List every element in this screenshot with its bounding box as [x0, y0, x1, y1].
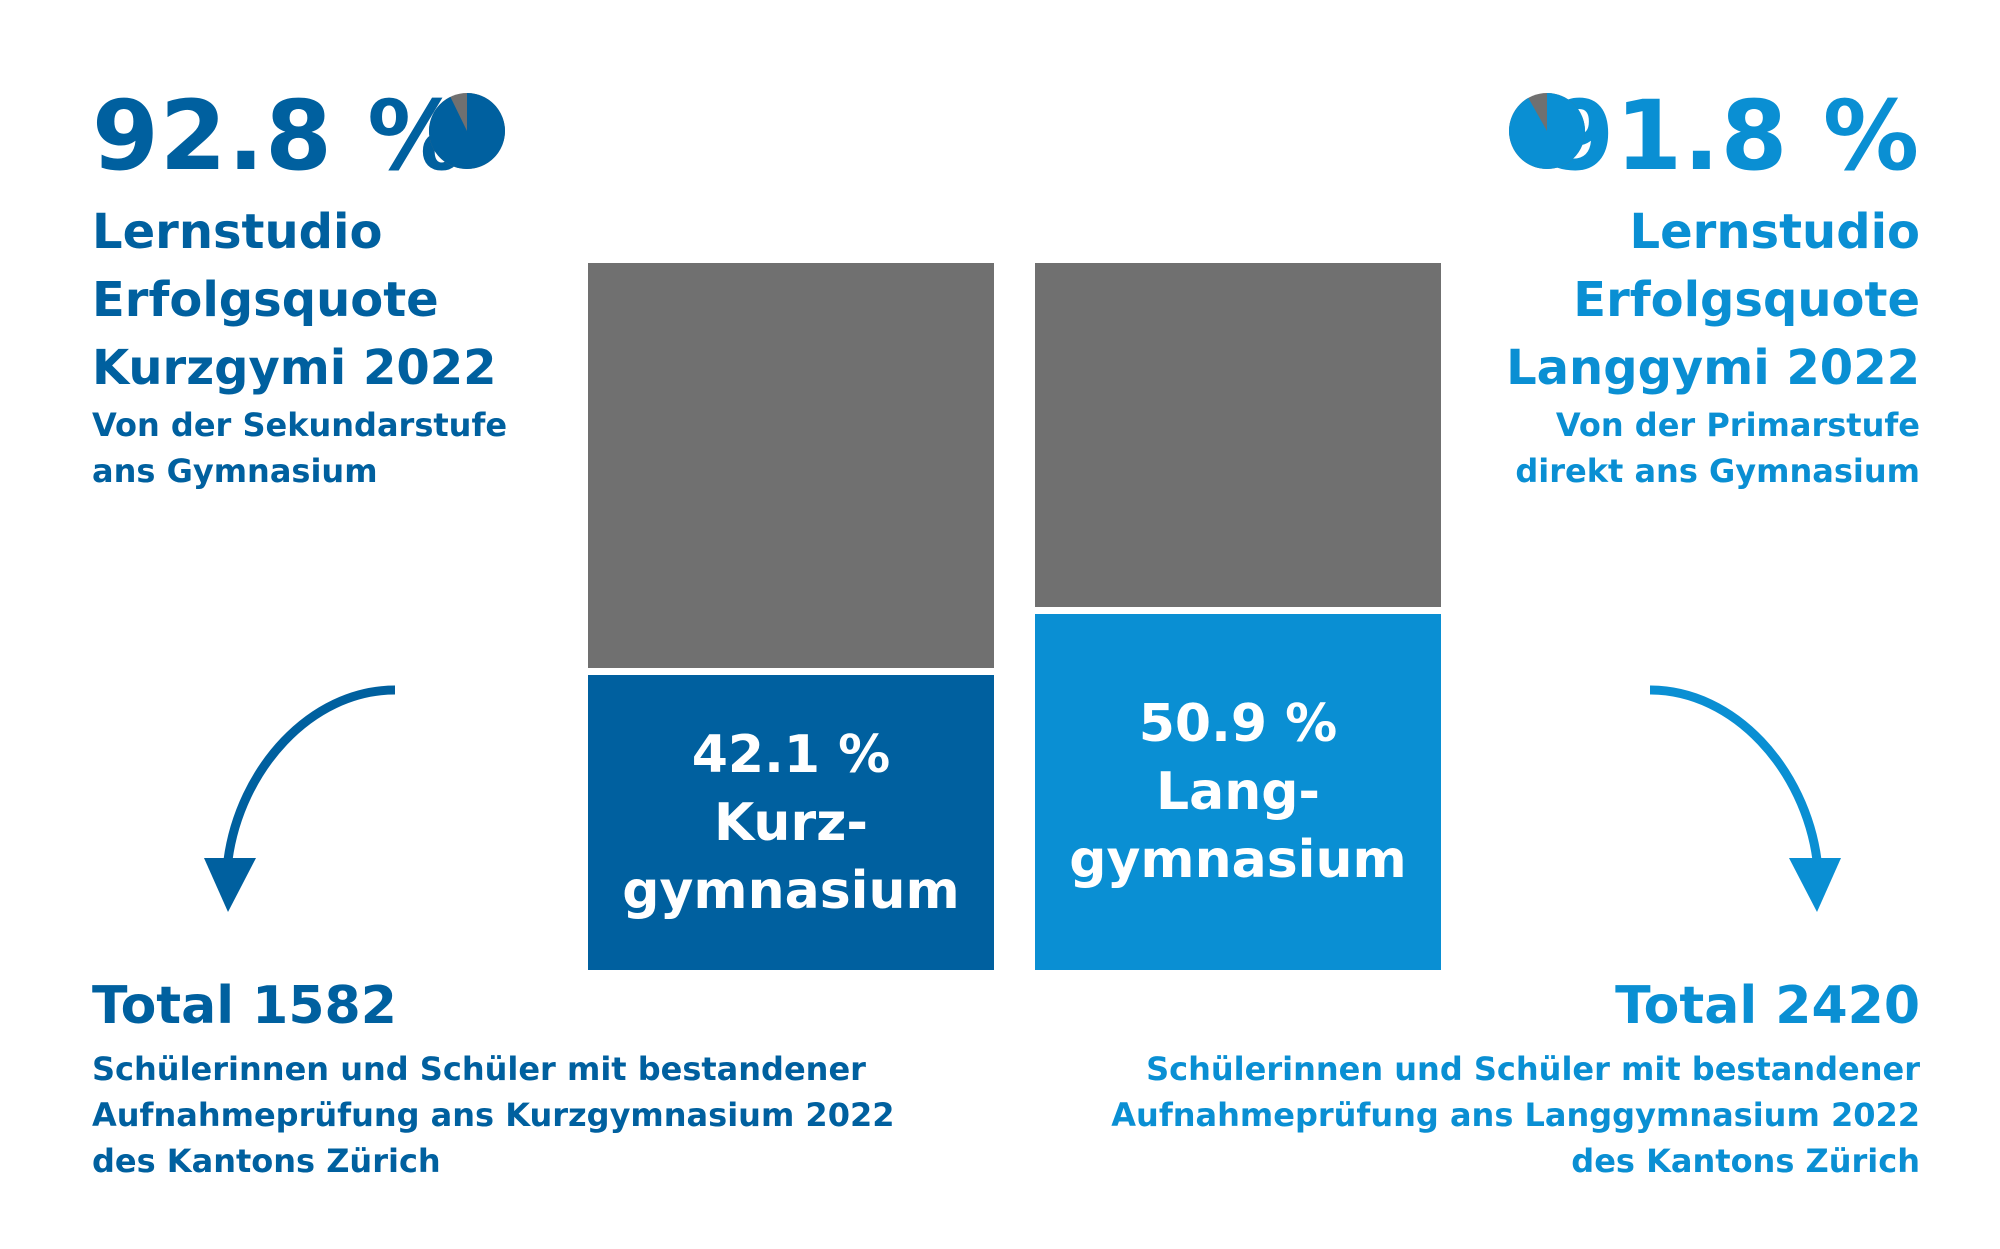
left-description-line-3: des Kantons Zürich — [92, 1142, 441, 1180]
bar-langgymnasium-value: 50.9 % — [1138, 693, 1338, 754]
right-heading-line-3: Langgymi 2022 — [1506, 340, 1920, 396]
left-heading-line-3: Kurzgymi 2022 — [92, 340, 497, 396]
right-heading-line-1: Lernstudio — [1629, 204, 1920, 260]
bar-kurzgymnasium-remainder — [588, 263, 994, 669]
right-heading-line-2: Erfolgsquote — [1573, 272, 1920, 328]
left-subtitle: Von der Sekundarstufe ans Gymnasium — [92, 402, 507, 494]
right-heading: Lernstudio Erfolgsquote Langgymi 2022 — [1506, 198, 1920, 402]
left-subtitle-line-1: Von der Sekundarstufe — [92, 406, 508, 444]
right-subtitle: Von der Primarstufe direkt ans Gymnasium — [1506, 402, 1920, 494]
right-success-rate: 91.8 % — [1547, 80, 1920, 192]
bar-kurzgymnasium-name-line-1: Kurz- — [714, 792, 868, 853]
left-heading: Lernstudio Erfolgsquote Kurzgymi 2022 — [92, 198, 507, 402]
right-total: Total 2420 — [1615, 976, 1920, 1036]
right-description-line-2: Aufnahmeprüfung ans Langgymnasium 2022 — [1111, 1096, 1920, 1134]
right-info-block: 91.8 % Lernstudio Erfolgsquote Langgymi … — [1506, 88, 1920, 494]
left-heading-line-2: Erfolgsquote — [92, 272, 439, 328]
bar-kurzgymnasium: 42.1 % Kurz- gymnasium — [588, 675, 994, 970]
right-curved-arrow-icon — [1649, 685, 1841, 912]
right-total-block: Total 2420 Schülerinnen und Schüler mit … — [1111, 980, 1920, 1184]
left-description-line-2: Aufnahmeprüfung ans Kurzgymnasium 2022 — [92, 1096, 895, 1134]
left-description: Schülerinnen und Schüler mit bestandener… — [92, 1046, 894, 1184]
right-description-line-1: Schülerinnen und Schüler mit bestandener — [1146, 1050, 1920, 1088]
left-description-line-1: Schülerinnen und Schüler mit bestandener — [92, 1050, 866, 1088]
left-heading-line-1: Lernstudio — [92, 204, 383, 260]
bar-langgymnasium-name-line-2: gymnasium — [1069, 829, 1407, 890]
bar-kurzgymnasium-value: 42.1 % — [691, 724, 891, 785]
right-subtitle-line-2: direkt ans Gymnasium — [1515, 452, 1920, 490]
left-total: Total 1582 — [92, 976, 397, 1036]
bar-kurzgymnasium-label: 42.1 % Kurz- gymnasium — [588, 721, 994, 925]
bar-langgymnasium-label: 50.9 % Lang- gymnasium — [1035, 690, 1441, 894]
right-subtitle-line-1: Von der Primarstufe — [1555, 406, 1920, 444]
left-total-block: Total 1582 Schülerinnen und Schüler mit … — [92, 980, 894, 1184]
left-curved-arrow-icon — [204, 685, 396, 912]
bar-langgymnasium: 50.9 % Lang- gymnasium — [1035, 613, 1441, 970]
right-pie-icon — [1508, 93, 1585, 169]
left-success-rate: 92.8 % — [92, 80, 465, 192]
left-info-block: 92.8 % Lernstudio Erfolgsquote Kurzgymi … — [92, 88, 507, 494]
bar-langgymnasium-name-line-1: Lang- — [1155, 761, 1321, 822]
right-description-line-3: des Kantons Zürich — [1571, 1142, 1920, 1180]
bar-langgymnasium-remainder — [1035, 263, 1441, 607]
right-description: Schülerinnen und Schüler mit bestandener… — [1111, 1046, 1920, 1184]
left-pie-icon — [428, 93, 505, 169]
bar-kurzgymnasium-name-line-2: gymnasium — [622, 860, 960, 921]
left-subtitle-line-2: ans Gymnasium — [92, 452, 378, 490]
